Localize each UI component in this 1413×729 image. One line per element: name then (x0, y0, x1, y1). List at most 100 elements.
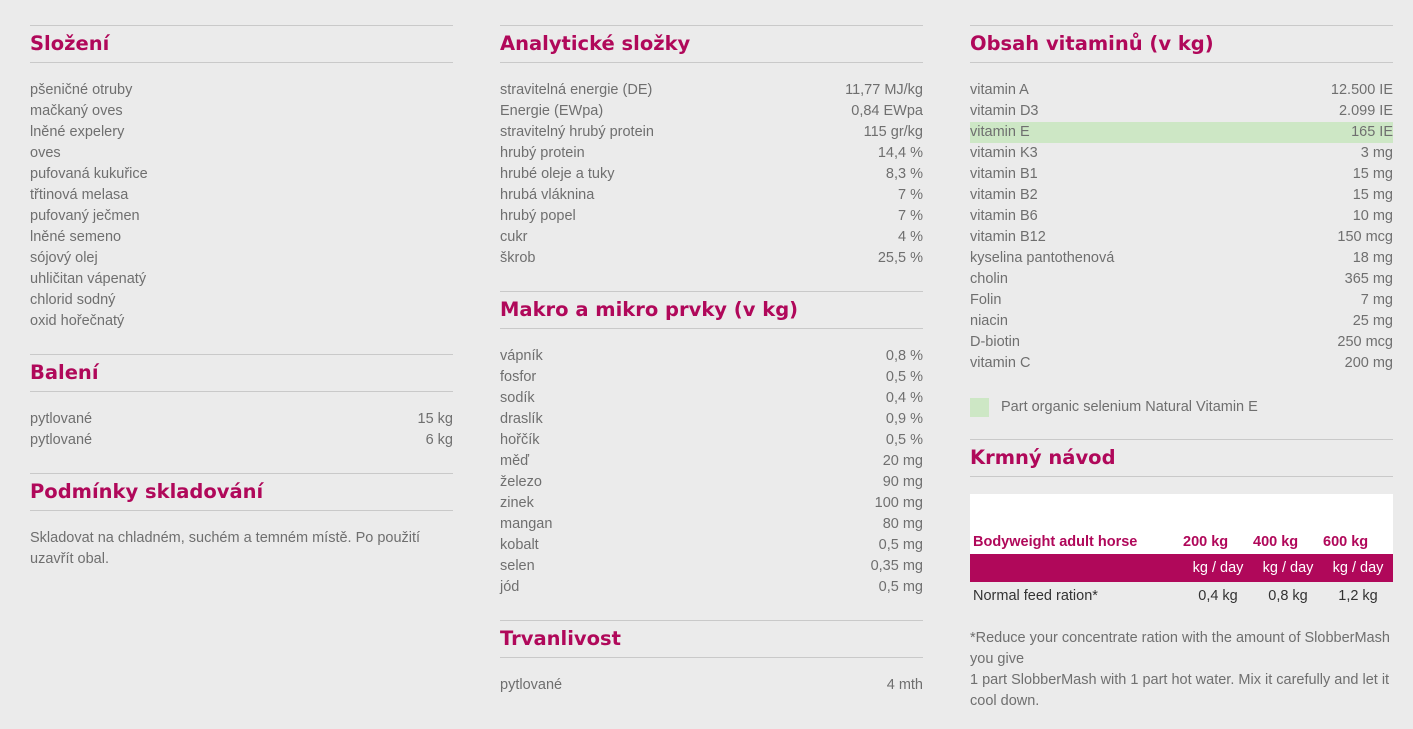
list-item: oxid hořečnatý (30, 311, 453, 332)
row-value: 150 mcg (1337, 229, 1393, 245)
table-row: hořčík 0,5 % (500, 430, 923, 451)
row-value: 12.500 IE (1330, 82, 1393, 98)
row-label: hořčík (500, 432, 540, 448)
note-line-1: *Reduce your concentrate ration with the… (970, 630, 1390, 667)
row-label: zinek (500, 495, 534, 511)
row-value: 250 mcg (1337, 334, 1393, 350)
table-row: niacin 25 mg (970, 311, 1393, 332)
vitaminy-title: Obsah vitaminů (v kg) (970, 26, 1393, 63)
row-value: 0,9 % (885, 411, 923, 427)
row-value: 2.099 IE (1338, 103, 1393, 119)
ingredient: sójový olej (30, 250, 98, 266)
row-label: pytlované (30, 432, 93, 448)
ingredient: mačkaný oves (30, 103, 123, 119)
table-row: stravitelný hrubý protein 115 gr/kg (500, 122, 923, 143)
row-label: cukr (500, 229, 528, 245)
slozeni-list: pšeničné otruby mačkaný oves lněné expel… (30, 63, 453, 332)
row-label: vitamin C (970, 355, 1031, 371)
row-value: 8,3 % (885, 166, 923, 182)
makro-title: Makro a mikro prvky (v kg) (500, 292, 923, 329)
row-value: 7 % (898, 208, 923, 224)
row-value: 10 mg (1352, 208, 1393, 224)
trvanlivost-title: Trvanlivost (500, 621, 923, 658)
table-row: Energie (EWpa) 0,84 EWpa (500, 101, 923, 122)
row-value: 80 mg (882, 516, 923, 532)
row-value: 0,8 % (885, 348, 923, 364)
row-label: kobalt (500, 537, 539, 553)
list-item: sójový olej (30, 248, 453, 269)
weight-header: 400 kg (1253, 494, 1323, 554)
row-label: vitamin B1 (970, 166, 1038, 182)
row-label: kyselina pantothenová (970, 250, 1115, 266)
row-value: 0,5 % (885, 369, 923, 385)
row-label: stravitelná energie (DE) (500, 82, 653, 98)
row-label: jód (500, 579, 520, 595)
ration-amount: 0,4 kg (1198, 588, 1238, 604)
row-value: 200 mg (1344, 355, 1393, 371)
table-row: kyselina pantothenová 18 mg (970, 248, 1393, 269)
list-item: oves (30, 143, 453, 164)
table-row: železo 90 mg (500, 472, 923, 493)
row-value: 15 kg (417, 411, 453, 427)
slozeni-title: Složení (30, 26, 453, 63)
row-value: 3 mg (1360, 145, 1393, 161)
table-row: Folin 7 mg (970, 290, 1393, 311)
list-item: uhličitan vápenatý (30, 269, 453, 290)
row-value: 25 mg (1352, 313, 1393, 329)
makro-section: Makro a mikro prvky (v kg) vápník 0,8 % f… (500, 291, 923, 598)
list-item: třtinová melasa (30, 185, 453, 206)
table-row: hrubý protein 14,4 % (500, 143, 923, 164)
table-row: hrubý popel 7 % (500, 206, 923, 227)
row-value: 0,84 EWpa (851, 103, 923, 119)
row-label: mangan (500, 516, 553, 532)
row-label: hrubý popel (500, 208, 576, 224)
row-value: 4 mth (886, 677, 923, 693)
legend: Part organic selenium Natural Vitamin E (970, 397, 1393, 417)
row-label: fosfor (500, 369, 537, 385)
legend-swatch (970, 397, 989, 417)
slozeni-section: Složení pšeničné otruby mačkaný oves lně… (30, 25, 453, 332)
row-label: vitamin D3 (970, 103, 1039, 119)
table-row: vitamin B12 150 mcg (970, 227, 1393, 248)
row-value: 7 mg (1360, 292, 1393, 308)
column-right: Obsah vitaminů (v kg) vitamin A 12.500 IE… (970, 25, 1393, 712)
row-value: 11,77 MJ/kg (845, 82, 923, 98)
feeding-note: *Reduce your concentrate ration with the… (970, 628, 1393, 712)
table-row: vitamin B2 15 mg (970, 185, 1393, 206)
table-row: pytlované 4 mth (500, 675, 923, 696)
row-value: 90 mg (882, 474, 923, 490)
ingredient: pufovaný ječmen (30, 208, 140, 224)
row-value: 6 kg (425, 432, 453, 448)
table-row: fosfor 0,5 % (500, 367, 923, 388)
table-row: vitamin C 200 mg (970, 353, 1393, 374)
row-label: škrob (500, 250, 536, 266)
table-row: cukr 4 % (500, 227, 923, 248)
table-row: vápník 0,8 % (500, 346, 923, 367)
feeding-table: Bodyweight adult horse 200 kg 400 kg 600… (970, 494, 1393, 610)
analyticke-section: Analytické složky stravitelná energie (D… (500, 25, 923, 269)
table-row: zinek 100 mg (500, 493, 923, 514)
list-item: chlorid sodný (30, 290, 453, 311)
row-label: D-biotin (970, 334, 1020, 350)
unit-cell: kg / day (1323, 554, 1393, 582)
table-row: cholin 365 mg (970, 269, 1393, 290)
table-row: vitamin B1 15 mg (970, 164, 1393, 185)
ingredient: třtinová melasa (30, 187, 129, 203)
podminky-section: Podmínky skladování Skladovat na chladné… (30, 473, 453, 570)
podminky-title: Podmínky skladování (30, 474, 453, 511)
table-row: stravitelná energie (DE) 11,77 MJ/kg (500, 80, 923, 101)
row-value: 14,4 % (877, 145, 923, 161)
row-label: vitamin B12 (970, 229, 1046, 245)
ingredient: chlorid sodný (30, 292, 116, 308)
row-value: 0,5 mg (878, 579, 923, 595)
krmny-section: Krmný návod Bodyweight adult horse 200 k… (970, 439, 1393, 712)
baleni-section: Balení pytlované 15 kg pytlované 6 kg (30, 354, 453, 451)
table-row: hrubá vláknina 7 % (500, 185, 923, 206)
feeding-value-row: Normal feed ration* 0,4 kg 0,8 kg 1,2 kg (970, 582, 1393, 610)
table-row: vitamin K3 3 mg (970, 143, 1393, 164)
ration-label: Normal feed ration* (973, 588, 1098, 604)
row-value: 18 mg (1352, 250, 1393, 266)
row-value: 25,5 % (877, 250, 923, 266)
storage-text: Skladovat na chladném, suchém a temném m… (30, 530, 421, 567)
ingredient: pšeničné otruby (30, 82, 133, 98)
